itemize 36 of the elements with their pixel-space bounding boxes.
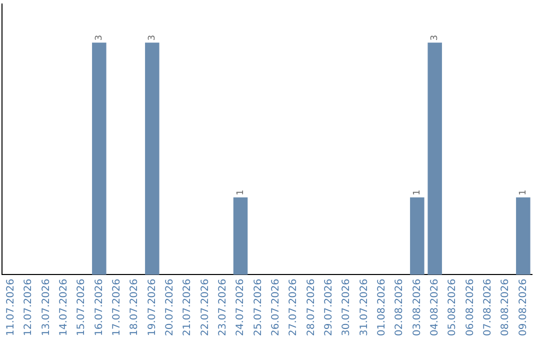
x-tick-label: 16.07.2026 [94, 278, 105, 336]
x-tick-label: 05.08.2026 [447, 278, 458, 336]
x-tick-label: 25.07.2026 [252, 278, 264, 336]
x-tick-label: 02.08.2026 [394, 278, 406, 336]
x-tick-label: 19.07.2026 [146, 278, 158, 336]
x-tick-label: 12.07.2026 [23, 278, 34, 336]
x-tick-label: 11.07.2026 [5, 278, 16, 336]
x-tick-label: 18.07.2026 [129, 278, 140, 336]
x-tick-label: 20.07.2026 [164, 278, 176, 336]
x-tick-label: 28.07.2026 [306, 278, 317, 336]
data-label: 1 [518, 190, 529, 196]
x-tick-label: 21.07.2026 [182, 278, 194, 336]
x-tick-label: 30.07.2026 [341, 278, 352, 336]
x-tick-label: 06.08.2026 [464, 278, 476, 336]
x-tick-label: 22.07.2026 [200, 278, 211, 336]
x-tick-label: 04.08.2026 [429, 278, 440, 336]
x-tick-label: 09.08.2026 [518, 278, 529, 336]
x-tick-label: 03.08.2026 [412, 278, 423, 336]
x-tick-label: 26.07.2026 [270, 278, 282, 336]
x-tick-label: 01.08.2026 [376, 278, 388, 336]
data-label: 3 [94, 34, 105, 41]
x-tick-label: 15.07.2026 [76, 278, 88, 336]
data-label: 3 [148, 34, 158, 41]
data-label: 1 [236, 190, 246, 196]
x-tick-label: 24.07.2026 [235, 278, 246, 336]
x-tick-label: 08.08.2026 [500, 278, 512, 336]
x-tick-label: 07.08.2026 [482, 278, 494, 336]
x-tick-label: 17.07.2026 [111, 278, 122, 336]
x-tick-label: 29.07.2026 [323, 278, 334, 336]
x-tick-label: 31.07.2026 [358, 278, 370, 336]
x-tick-label: 27.07.2026 [288, 278, 300, 336]
x-tick-label: 14.07.2026 [58, 278, 70, 336]
x-tick-label: 23.07.2026 [217, 278, 228, 336]
x-tick-label: 13.07.2026 [40, 278, 52, 336]
data-label: 1 [412, 190, 423, 196]
data-label: 3 [430, 34, 440, 41]
